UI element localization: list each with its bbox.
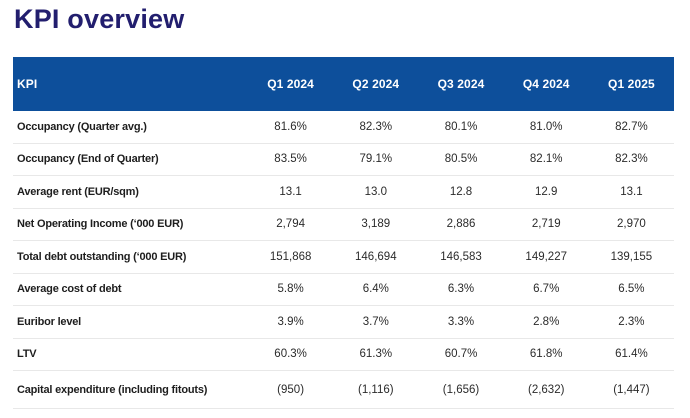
cell-value: 6.4%: [362, 283, 389, 296]
cell-value: 139,155: [610, 250, 653, 263]
cell-value: 2.3%: [618, 315, 645, 328]
cell-value: 80.5%: [444, 153, 478, 166]
cell-value: 60.7%: [444, 348, 478, 361]
cell-value: 81.6%: [274, 120, 307, 133]
column-header-kpi: KPI: [17, 77, 38, 91]
kpi-table: KPI Q1 2024 Q2 2024 Q3 2024 Q4 2024 Q1 2025 O…: [13, 57, 674, 409]
cell-value: 13.0: [364, 185, 387, 198]
cell-value: 146,694: [355, 250, 397, 263]
cell-value: 2,886: [446, 218, 476, 231]
column-header-quarter: Q3 2024: [437, 77, 485, 91]
cell-value: 61.4%: [615, 348, 648, 361]
row-label: Average rent (EUR/sqm): [17, 185, 139, 198]
cell-value: 2,794: [276, 218, 305, 231]
column-header-quarter: Q4 2024: [522, 77, 570, 91]
cell-value: 6.3%: [447, 283, 475, 296]
table-row: Total debt outstanding (‘000 EUR) 151,868…: [13, 241, 674, 274]
table-row: Occupancy (End of Quarter) 83.5% 79.1% 80.5…: [13, 144, 674, 176]
cell-value: (1,656): [442, 383, 480, 396]
table-row: Euribor level 3.9% 3.7% 3.3% 2.8% 2.3%: [13, 306, 674, 339]
table-row: Average cost of debt 5.8% 6.4% 6.3% 6.7% 6.5%: [13, 274, 674, 306]
row-label: LTV: [17, 348, 37, 361]
row-label: Total debt outstanding (‘000 EUR): [17, 250, 187, 263]
row-label: Average cost of debt: [17, 283, 122, 296]
row-label: Net Operating Income (‘000 EUR): [17, 218, 184, 231]
column-header-quarter: Q1 2025: [608, 77, 655, 91]
cell-value: 3.9%: [277, 315, 304, 328]
cell-value: (1,116): [358, 383, 394, 396]
cell-value: 5.8%: [277, 283, 304, 296]
cell-value: 82.3%: [359, 120, 393, 133]
row-label: Capital expenditure (including fitouts): [17, 383, 208, 396]
page-title: KPI overview: [14, 4, 185, 34]
cell-value: 83.5%: [274, 153, 307, 166]
column-header-quarter: Q2 2024: [352, 77, 400, 91]
cell-value: (1,447): [613, 383, 650, 396]
row-label: Occupancy (End of Quarter): [17, 153, 159, 166]
table-body: Occupancy (Quarter avg.) 81.6% 82.3% 80.1% 8…: [13, 111, 674, 409]
cell-value: 3.7%: [362, 315, 389, 328]
cell-value: 151,868: [269, 250, 312, 263]
cell-value: 2,970: [617, 218, 646, 231]
cell-value: 79.1%: [359, 153, 393, 166]
cell-value: 3.3%: [447, 315, 475, 328]
cell-value: 149,227: [525, 250, 567, 263]
table-row: Capital expenditure (including fitouts) (…: [13, 371, 674, 409]
cell-value: 61.8%: [529, 348, 563, 361]
cell-value: 13.1: [279, 185, 302, 198]
cell-value: 13.1: [620, 185, 643, 198]
cell-value: 82.7%: [615, 120, 648, 133]
table-row: LTV 60.3% 61.3% 60.7% 61.8% 61.4%: [13, 339, 674, 371]
row-label: Occupancy (Quarter avg.): [17, 120, 147, 133]
cell-value: 6.5%: [618, 283, 645, 296]
cell-value: (950): [277, 383, 305, 396]
cell-value: 60.3%: [274, 348, 307, 361]
cell-value: 6.7%: [533, 283, 560, 296]
cell-value: 82.3%: [615, 153, 648, 166]
cell-value: (2,632): [527, 383, 565, 396]
cell-value: 82.1%: [529, 153, 563, 166]
cell-value: 3,189: [361, 218, 391, 231]
cell-value: 2,719: [531, 218, 561, 231]
table-row: Occupancy (Quarter avg.) 81.6% 82.3% 80.1% 8…: [13, 111, 674, 144]
cell-value: 12.9: [535, 185, 558, 198]
table-row: Average rent (EUR/sqm) 13.1 13.0 12.8 12.9 13…: [13, 176, 674, 209]
table-row: Net Operating Income (‘000 EUR) 2,794 3,18…: [13, 209, 674, 241]
cell-value: 146,583: [440, 250, 482, 263]
cell-value: 2.8%: [533, 315, 560, 328]
cell-value: 61.3%: [359, 348, 393, 361]
row-label: Euribor level: [17, 315, 82, 328]
cell-value: 81.0%: [529, 120, 563, 133]
column-header-quarter: Q1 2024: [267, 77, 314, 91]
cell-value: 80.1%: [444, 120, 478, 133]
table-header-row: KPI Q1 2024 Q2 2024 Q3 2024 Q4 2024 Q1 2025: [13, 57, 674, 111]
cell-value: 12.8: [449, 185, 473, 198]
